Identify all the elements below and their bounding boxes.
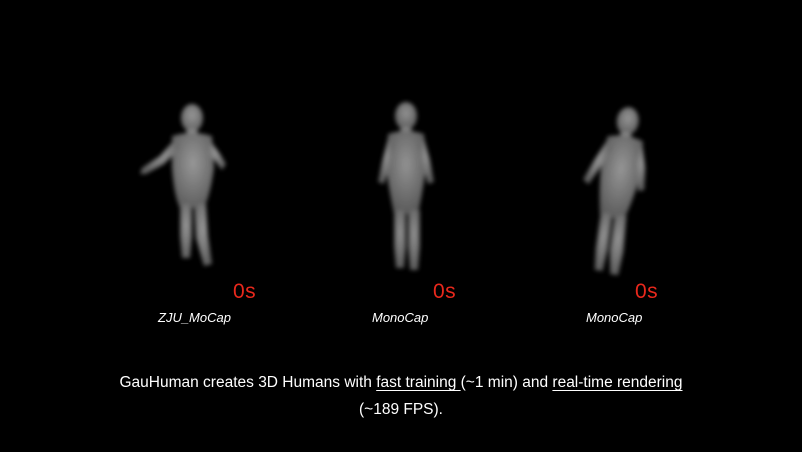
timer-label: 0s bbox=[233, 280, 257, 303]
caption-line-2: (~189 FPS). bbox=[359, 401, 443, 418]
caption-text: GauHuman creates 3D Humans with bbox=[119, 374, 377, 391]
human-figure-1 bbox=[140, 104, 226, 266]
dataset-label: MonoCap bbox=[586, 310, 643, 325]
timer-label: 0s bbox=[635, 280, 659, 303]
caption: GauHuman creates 3D Humans with fast tra… bbox=[0, 369, 802, 423]
dataset-label: MonoCap bbox=[372, 310, 429, 325]
caption-line-1: GauHuman creates 3D Humans with fast tra… bbox=[0, 369, 802, 396]
fast-training-link[interactable]: fast training bbox=[376, 374, 461, 391]
dataset-label: ZJU_MoCap bbox=[158, 310, 231, 325]
timer-label: 0s bbox=[433, 280, 457, 303]
real-time-rendering-link[interactable]: real-time rendering bbox=[552, 374, 683, 391]
human-figure-2 bbox=[378, 102, 434, 270]
human-figure-3 bbox=[583, 107, 646, 276]
caption-text: (~1 min) and bbox=[460, 374, 553, 391]
